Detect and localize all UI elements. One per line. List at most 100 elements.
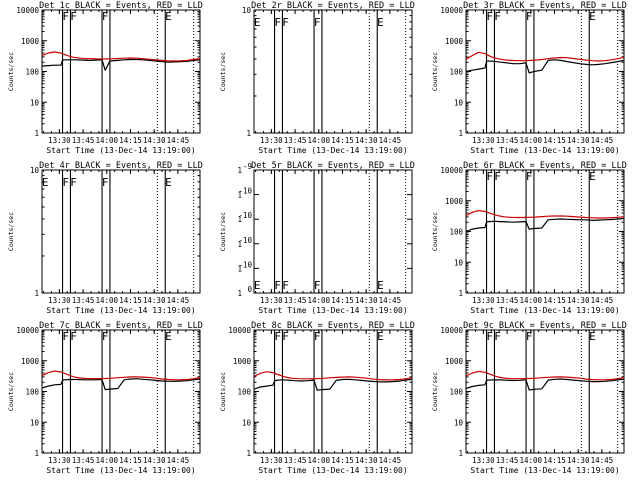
plot-frame bbox=[465, 9, 625, 134]
flag-label: E bbox=[165, 10, 172, 23]
flag-label: F bbox=[314, 16, 321, 29]
flag-label: F bbox=[62, 176, 69, 189]
plot-frame bbox=[465, 169, 625, 294]
x-tick-label: 14:00 bbox=[95, 456, 118, 465]
series-line-lld bbox=[41, 370, 201, 381]
y-tick-label: 1000 bbox=[233, 357, 252, 366]
y-tick-label: 1 bbox=[237, 264, 242, 273]
x-tick-label: 14:00 bbox=[519, 136, 542, 145]
flag-label: E bbox=[589, 330, 596, 343]
y-axis-label: Counts/sec bbox=[219, 212, 227, 251]
x-axis-label: Start Time (13-Dec-14 13:19:00) bbox=[258, 146, 407, 155]
flag-label: E bbox=[589, 170, 596, 183]
y-tick-label: 100 bbox=[237, 388, 251, 397]
x-tick-label: 13:30 bbox=[48, 456, 71, 465]
x-tick-label: 14:15 bbox=[543, 456, 566, 465]
y-tick-label: 10 bbox=[242, 6, 252, 15]
x-tick-label: 13:30 bbox=[260, 456, 283, 465]
panel-title: Det 6r BLACK = Events, RED = LLD bbox=[463, 161, 627, 171]
panel-title: Det 7c BLACK = Events, RED = LLD bbox=[39, 321, 203, 331]
flag-label: F bbox=[62, 330, 69, 343]
x-axis-label: Start Time (13-Dec-14 13:19:00) bbox=[470, 466, 619, 475]
series-line-events bbox=[465, 378, 625, 391]
panel-title: Det 5r BLACK = Events, RED = LLD bbox=[251, 161, 415, 171]
y-tick-label: 1 bbox=[237, 215, 242, 224]
series-line-events bbox=[253, 378, 413, 391]
x-tick-label: 13:45 bbox=[496, 296, 519, 305]
plot-frame bbox=[253, 9, 413, 134]
x-tick-label: 14:15 bbox=[331, 456, 354, 465]
flag-label: F bbox=[282, 330, 289, 343]
flag-label: F bbox=[62, 10, 69, 23]
x-tick-label: 14:45 bbox=[167, 296, 190, 305]
y-tick-label: 1 bbox=[34, 129, 39, 138]
flag-label: F bbox=[494, 170, 501, 183]
x-tick-label: 13:30 bbox=[260, 296, 283, 305]
x-tick-label: 13:45 bbox=[72, 136, 95, 145]
flag-label: F bbox=[486, 170, 493, 183]
flag-label: F bbox=[282, 16, 289, 29]
y-tick-exponent: -10 bbox=[238, 260, 252, 269]
flag-label: F bbox=[274, 279, 281, 292]
x-tick-label: 14:45 bbox=[591, 456, 614, 465]
flag-label: F bbox=[526, 170, 533, 183]
y-tick-label: 1 bbox=[246, 129, 251, 138]
y-axis-label: Counts/sec bbox=[7, 52, 15, 91]
x-tick-label: 13:45 bbox=[72, 296, 95, 305]
y-tick-label: 1 bbox=[458, 449, 463, 458]
x-tick-label: 13:45 bbox=[72, 456, 95, 465]
y-tick-exponent: -10 bbox=[238, 236, 252, 245]
series-line-lld bbox=[253, 371, 413, 381]
flag-label: F bbox=[274, 16, 281, 29]
y-tick-label: 100 bbox=[449, 388, 463, 397]
y-tick-label: 10000 bbox=[16, 326, 39, 335]
x-tick-label: 14:00 bbox=[307, 456, 330, 465]
x-tick-label: 14:30 bbox=[355, 456, 378, 465]
y-axis-label: Counts/sec bbox=[219, 372, 227, 411]
flag-label: F bbox=[314, 330, 321, 343]
flag-label: E bbox=[377, 330, 384, 343]
x-tick-label: 14:30 bbox=[567, 456, 590, 465]
y-tick-label: 100 bbox=[25, 388, 39, 397]
x-tick-label: 14:00 bbox=[95, 296, 118, 305]
y-tick-exponent: -10 bbox=[238, 211, 252, 220]
flag-label: E bbox=[254, 16, 261, 29]
y-tick-label: 10 bbox=[30, 166, 40, 175]
y-axis-label: Counts/sec bbox=[219, 52, 227, 91]
plot-frame bbox=[41, 9, 201, 134]
x-tick-label: 14:30 bbox=[567, 296, 590, 305]
plot-frame bbox=[253, 329, 413, 454]
flag-label: E bbox=[589, 10, 596, 23]
y-tick-label: 10 bbox=[242, 418, 252, 427]
y-tick-label: 10000 bbox=[440, 166, 463, 175]
panel-title: Det 8c BLACK = Events, RED = LLD bbox=[251, 321, 415, 331]
plot-frame bbox=[253, 169, 413, 294]
x-tick-label: 14:15 bbox=[119, 296, 142, 305]
x-axis-label: Start Time (13-Dec-14 13:19:00) bbox=[46, 146, 195, 155]
y-tick-label: 1 bbox=[237, 191, 242, 200]
series-line-events bbox=[41, 378, 201, 391]
y-tick-label: 10000 bbox=[440, 6, 463, 15]
flag-label: F bbox=[70, 330, 77, 343]
flag-label: E bbox=[254, 279, 261, 292]
x-tick-label: 13:30 bbox=[48, 136, 71, 145]
y-tick-label: 1 bbox=[246, 449, 251, 458]
y-axis-label: Counts/sec bbox=[7, 372, 15, 411]
x-tick-label: 14:15 bbox=[119, 136, 142, 145]
flag-label: E bbox=[165, 330, 172, 343]
x-axis-label: Start Time (13-Dec-14 13:19:00) bbox=[470, 146, 619, 155]
flag-label: E bbox=[165, 176, 172, 189]
x-tick-label: 14:45 bbox=[167, 456, 190, 465]
y-axis-label: Counts/sec bbox=[7, 212, 15, 251]
x-tick-label: 14:45 bbox=[591, 296, 614, 305]
flag-label: F bbox=[102, 10, 109, 23]
series-line-events bbox=[465, 217, 625, 233]
y-tick-label: 10 bbox=[30, 418, 40, 427]
flag-label: E bbox=[377, 279, 384, 292]
flag-label: F bbox=[70, 10, 77, 23]
x-axis-label: Start Time (13-Dec-14 13:19:00) bbox=[46, 466, 195, 475]
flag-label: E bbox=[377, 16, 384, 29]
y-tick-label: 100 bbox=[449, 68, 463, 77]
x-tick-label: 14:15 bbox=[543, 296, 566, 305]
